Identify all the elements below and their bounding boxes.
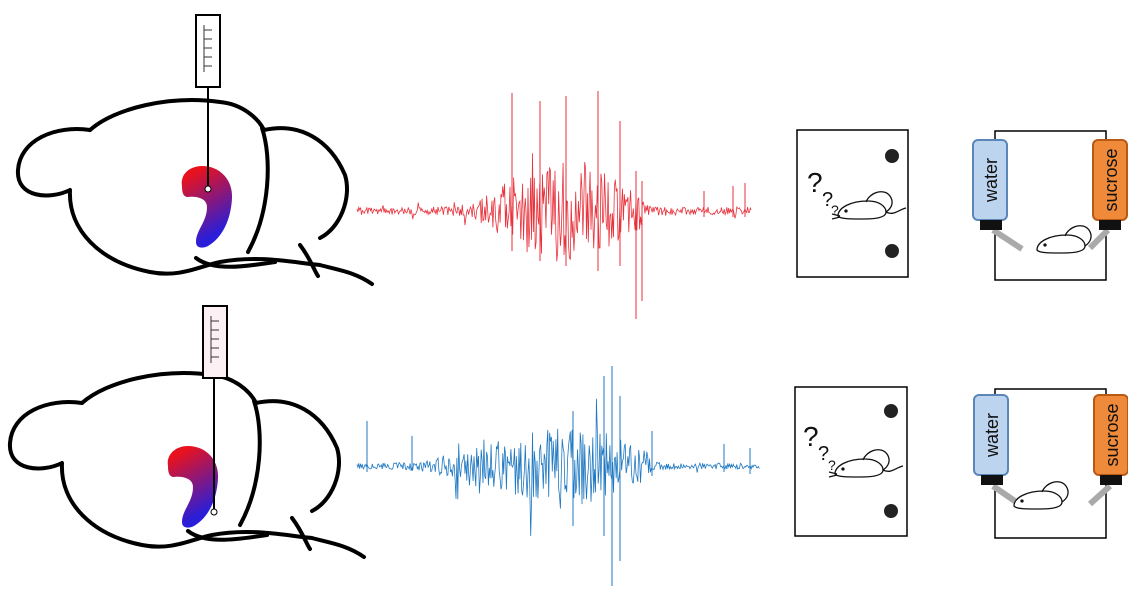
water-label: water — [982, 413, 1002, 458]
drinking-bottle-icon: sucrose — [1092, 139, 1128, 230]
question-mark-large: ? — [803, 421, 819, 452]
question-mark-large: ? — [807, 167, 823, 198]
mouse-icon — [828, 449, 904, 478]
port-top-lower — [885, 244, 899, 258]
brain-sagittal-icon — [15, 98, 374, 286]
water-label: water — [981, 158, 1001, 203]
mouse-icon — [1036, 225, 1092, 254]
brain-sagittal-icon — [7, 371, 366, 559]
mouse-icon — [1013, 481, 1069, 510]
preference-arena-bottom: water sucrose — [973, 388, 1128, 539]
drinking-bottle-icon: water — [972, 139, 1008, 230]
trace-waveform — [356, 398, 760, 536]
question-mark-medium: ? — [818, 443, 829, 465]
preference-arena-top: water sucrose — [972, 130, 1128, 281]
port-bottom-lower — [884, 504, 898, 518]
brain-region-bottom — [167, 446, 219, 528]
choice-arena-bottom: ? ? ? — [794, 386, 908, 537]
neural-trace-top — [356, 91, 752, 319]
sucrose-label: sucrose — [1102, 403, 1122, 466]
port-bottom-upper — [884, 404, 898, 418]
tube-sucrose — [1087, 483, 1113, 507]
choice-arena-top: ? ? ? — [796, 129, 909, 278]
silicon-probe-icon — [202, 305, 228, 516]
trace-waveform — [356, 153, 752, 262]
question-mark-small: ? — [828, 457, 836, 473]
mouse-icon — [831, 191, 907, 220]
drinking-bottle-icon: sucrose — [1093, 394, 1128, 485]
port-top-upper — [885, 149, 899, 163]
drinking-bottle-icon: water — [973, 394, 1009, 485]
tube-sucrose — [1087, 227, 1111, 251]
silicon-probe-icon — [195, 14, 221, 193]
question-mark-small: ? — [831, 202, 839, 218]
brain-region-top — [181, 166, 233, 248]
row-top: ? ? ? water — [15, 14, 1128, 319]
sucrose-label: sucrose — [1101, 148, 1121, 211]
question-mark-medium: ? — [822, 189, 833, 211]
neural-trace-bottom — [356, 366, 760, 586]
tube-water — [991, 227, 1024, 252]
row-bottom: ? ? ? water sucr — [7, 305, 1128, 586]
